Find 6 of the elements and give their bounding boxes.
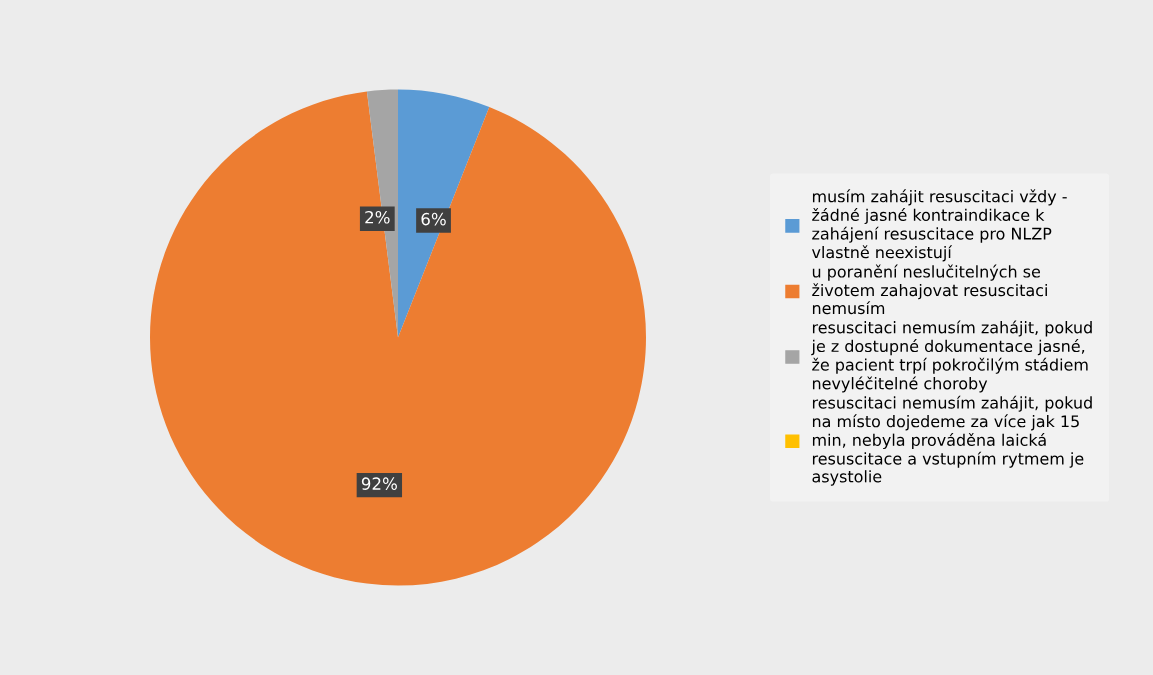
legend-label: resuscitaci nemusím zahájit, pokud na místo dojedeme za více jak 15 min, nebyla prováděna laická resuscitace a vstupním rytmem je asystolie <box>812 395 1092 486</box>
data-label: 6% <box>421 212 446 226</box>
pie-slice <box>398 89 490 338</box>
data-label: 2% <box>365 210 390 224</box>
data-label: 92% <box>361 477 397 490</box>
pie-slice <box>150 91 646 586</box>
